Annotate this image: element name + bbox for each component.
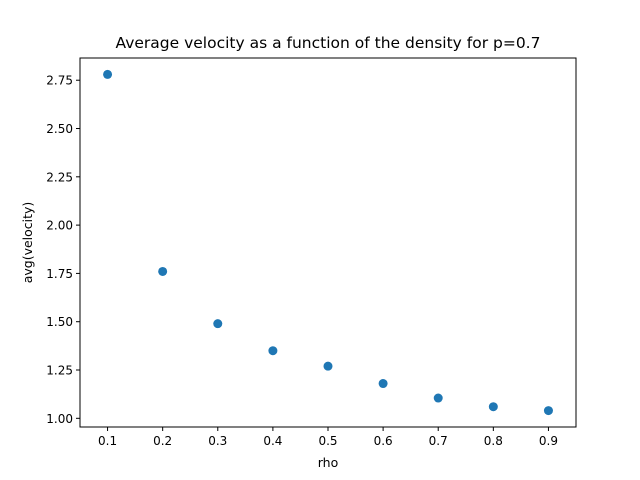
axis-ticks: 0.1 0.2 0.3 0.4 0.5 0.6 0.7 0.8 0.9 1.00 1.25 1.50 1… (46, 74, 558, 448)
x-tick-label: 0.3 (208, 434, 227, 448)
data-point (103, 69, 113, 79)
y-tick-label: 1.25 (46, 364, 73, 378)
data-point (158, 266, 168, 276)
data-point (543, 406, 553, 416)
data-point (213, 319, 223, 329)
y-tick-label: 2.50 (46, 122, 73, 136)
x-tick-label: 0.4 (263, 434, 282, 448)
x-tick-label: 0.8 (484, 434, 503, 448)
data-point (268, 346, 278, 356)
x-tick-label: 0.1 (98, 434, 117, 448)
plot-area-frame (79, 57, 577, 428)
y-axis-label: avg(velocity) (20, 202, 35, 284)
y-tick-label: 1.50 (46, 315, 73, 329)
x-tick-label: 0.6 (374, 434, 393, 448)
x-axis-label: rho (318, 455, 339, 470)
y-tick-label: 2.75 (46, 74, 73, 88)
data-points (103, 69, 553, 416)
y-tick-label: 2.25 (46, 170, 73, 184)
data-point (488, 402, 498, 412)
y-tick-label: 2.00 (46, 219, 73, 233)
data-point (433, 393, 443, 403)
x-tick-label: 0.2 (153, 434, 172, 448)
x-tick-label: 0.9 (539, 434, 558, 448)
y-tick-label: 1.00 (46, 412, 73, 426)
x-tick-label: 0.5 (318, 434, 337, 448)
data-point (378, 379, 388, 389)
y-tick-label: 1.75 (46, 267, 73, 281)
chart-title: Average velocity as a function of the de… (116, 34, 541, 52)
x-tick-label: 0.7 (429, 434, 448, 448)
data-point (323, 361, 333, 371)
